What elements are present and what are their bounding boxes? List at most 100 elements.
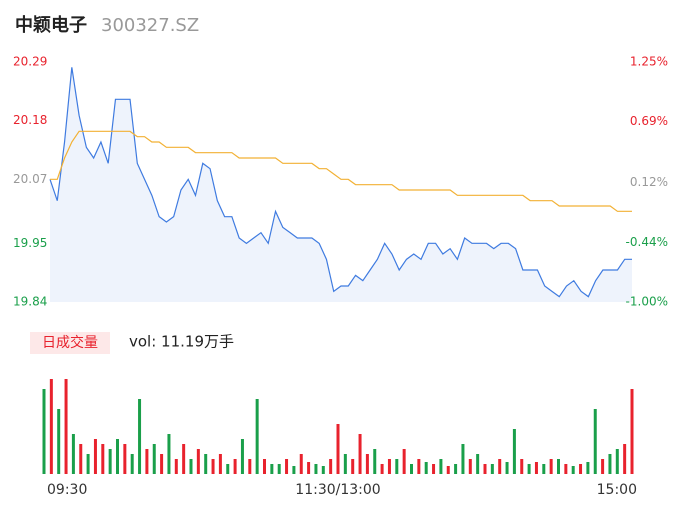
volume-bar: [138, 399, 142, 474]
x-tick-label: 11:30/13:00: [295, 482, 380, 498]
volume-bar: [351, 459, 355, 474]
volume-bar: [432, 464, 436, 474]
volume-bar: [468, 459, 472, 474]
volume-bar: [248, 459, 252, 474]
volume-bar: [527, 464, 531, 474]
y2-tick-label: -0.44%: [626, 235, 668, 249]
volume-bar: [189, 459, 193, 474]
volume-bar: [454, 464, 458, 474]
volume-bar: [608, 454, 612, 474]
volume-bar: [167, 434, 171, 474]
x-tick-label: 15:00: [597, 482, 637, 498]
volume-bar: [505, 462, 509, 474]
volume-bar: [116, 439, 119, 474]
y-tick-label: 20.29: [13, 55, 47, 69]
y-tick-label: 20.07: [13, 172, 47, 186]
volume-bar: [593, 409, 597, 474]
volume-bar: [240, 439, 244, 474]
volume-bar: [299, 454, 303, 474]
volume-bar: [108, 449, 112, 474]
volume-bar: [196, 449, 200, 474]
volume-bar: [623, 444, 627, 474]
volume-bar: [615, 449, 619, 474]
volume-bar: [211, 459, 215, 474]
stock-code: 300327.SZ: [101, 15, 199, 36]
y-tick-label: 20.18: [13, 113, 47, 127]
volume-bar: [439, 459, 443, 474]
volume-bar: [498, 459, 502, 474]
volume-bar: [182, 444, 186, 474]
volume-bar: [410, 464, 413, 474]
y2-tick-label: -1.00%: [626, 295, 668, 309]
volume-bar: [292, 466, 296, 474]
volume-bar: [42, 389, 46, 474]
volume-bar: [512, 429, 516, 474]
volume-bar: [534, 462, 538, 474]
volume-bar: [630, 389, 634, 474]
volume-bar: [358, 434, 362, 474]
y-tick-label: 19.84: [13, 295, 47, 309]
y2-tick-label: 1.25%: [630, 55, 668, 69]
volume-bar: [424, 462, 428, 474]
volume-bar: [314, 464, 318, 474]
volume-bar: [277, 464, 281, 474]
volume-bar: [586, 462, 590, 474]
price-line: [49, 67, 632, 298]
chart-title: 中颖电子: [15, 14, 87, 36]
y-tick-label: 19.95: [13, 236, 47, 250]
volume-bar: [160, 454, 164, 474]
volume-bar: [145, 449, 149, 474]
volume-bar: [307, 462, 311, 474]
volume-bar: [446, 466, 450, 474]
volume-bar: [336, 424, 340, 474]
volume-bar: [233, 459, 237, 474]
volume-bar: [483, 464, 487, 474]
volume-bar: [365, 454, 369, 474]
volume-total: vol: 11.19万手: [129, 333, 234, 351]
volume-bar: [417, 459, 421, 474]
volume-bar: [130, 454, 134, 474]
y2-tick-label: 0.12%: [630, 175, 668, 189]
volume-bar: [380, 464, 384, 474]
volume-bar: [549, 459, 553, 474]
volume-bar: [204, 454, 208, 474]
y2-tick-label: 0.69%: [630, 114, 668, 128]
volume-bar: [402, 449, 406, 474]
volume-bar: [49, 379, 53, 474]
volume-bar: [57, 409, 61, 474]
volume-bar: [64, 379, 68, 474]
volume-bar: [579, 464, 583, 474]
volume-bar: [79, 444, 83, 474]
volume-bar: [490, 464, 494, 474]
volume-bar: [476, 454, 480, 474]
volume-bar: [557, 459, 560, 474]
volume-bar: [123, 444, 127, 474]
volume-title: 日成交量: [42, 334, 98, 351]
volume-bar: [174, 459, 178, 474]
volume-bar: [329, 459, 333, 474]
price-area: [50, 67, 632, 302]
volume-bar: [86, 454, 90, 474]
volume-bar: [395, 459, 399, 474]
volume-bar: [285, 459, 289, 474]
volume-bar: [542, 464, 546, 474]
volume-bar: [520, 459, 524, 474]
volume-bar: [270, 464, 274, 474]
volume-bar: [226, 464, 230, 474]
volume-bar: [461, 444, 465, 474]
volume-bar: [255, 399, 259, 474]
volume-bar: [263, 459, 266, 474]
volume-bar: [564, 464, 568, 474]
average-line: [50, 130, 632, 212]
volume-bar: [601, 459, 605, 474]
volume-bar: [218, 454, 222, 474]
volume-bar: [387, 459, 391, 474]
volume-bar: [152, 444, 156, 474]
volume-bar: [571, 466, 575, 474]
volume-bar: [93, 439, 97, 474]
x-tick-label: 09:30: [47, 482, 87, 498]
volume-tab: [30, 332, 110, 354]
volume-bar: [373, 449, 377, 474]
